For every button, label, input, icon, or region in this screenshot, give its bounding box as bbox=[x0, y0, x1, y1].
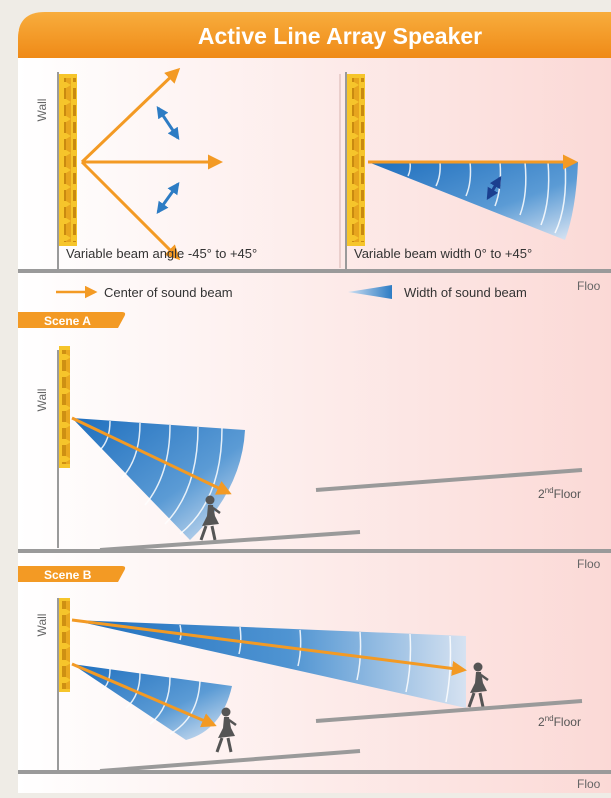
scene-a-second-floor bbox=[315, 468, 583, 492]
scene-b-label: Scene B bbox=[44, 568, 92, 582]
top-floor-label: Floo bbox=[577, 279, 601, 293]
scene-a-speaker-drivers bbox=[62, 350, 70, 464]
scene-b-far-beam bbox=[72, 620, 466, 708]
legend-center-label: Center of sound beam bbox=[104, 285, 233, 300]
scene-a-label: Scene A bbox=[44, 314, 91, 328]
scene-b-ramp bbox=[99, 749, 361, 773]
legend-width-icon bbox=[348, 285, 392, 299]
page-title: Active Line Array Speaker bbox=[198, 23, 482, 49]
scene-b-tab bbox=[18, 566, 126, 582]
angle-adjust-icon-lower bbox=[156, 182, 180, 214]
scene-a-wall-label: Wall bbox=[35, 389, 49, 412]
speaker-left-drivers bbox=[64, 78, 76, 242]
beam-arrow-up bbox=[80, 67, 181, 164]
scene-b-far-center-arrow bbox=[71, 618, 467, 676]
scene-a-tab bbox=[18, 312, 126, 328]
scene-b-second-floor-label: 2ndFloor bbox=[538, 714, 581, 729]
top-wall-label: Wall bbox=[35, 99, 49, 122]
scene-b-speaker-drivers bbox=[62, 601, 70, 689]
scene-b-second-floor bbox=[315, 699, 583, 723]
speaker-right-drivers bbox=[352, 78, 364, 242]
scene-b: Scene B Wall 2ndFloor F bbox=[18, 566, 611, 791]
scene-a: Scene A Wall 2ndFloor Floo bbox=[18, 312, 611, 571]
scene-b-near-center-arrow bbox=[71, 662, 217, 728]
width-adjust-icon bbox=[486, 175, 502, 201]
scene-b-wall-label: Wall bbox=[35, 614, 49, 637]
scene-a-floor-label: Floo bbox=[577, 557, 601, 571]
scene-a-ramp bbox=[99, 530, 361, 552]
scene-a-second-floor-label: 2ndFloor bbox=[538, 486, 581, 501]
left-caption: Variable beam angle -45° to +45° bbox=[66, 246, 257, 261]
beam-arrow-down bbox=[80, 160, 181, 261]
scene-b-near-beam bbox=[72, 664, 232, 740]
legend: Center of sound beam Width of sound beam bbox=[56, 285, 527, 300]
scene-b-floor-label: Floo bbox=[577, 777, 601, 791]
beam-width-fan-lines bbox=[407, 161, 567, 234]
angle-adjust-icon-upper bbox=[156, 106, 180, 140]
top-panel: Wall Variable beam angle -45° to +45° bbox=[18, 67, 611, 293]
legend-width-label: Width of sound beam bbox=[404, 285, 527, 300]
title-banner bbox=[18, 12, 611, 58]
scene-a-center-arrow bbox=[71, 416, 232, 495]
right-caption: Variable beam width 0° to +45° bbox=[354, 246, 532, 261]
scene-a-beam-lines bbox=[99, 420, 223, 535]
